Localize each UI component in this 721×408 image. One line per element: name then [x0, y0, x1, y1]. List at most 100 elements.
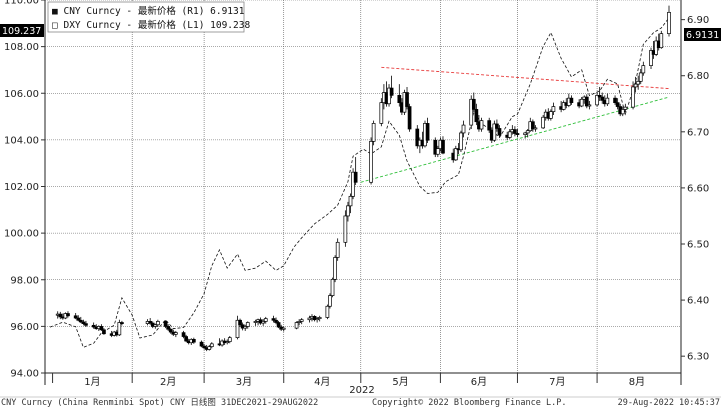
cny-candle: [415, 125, 420, 149]
cny-candle-body: [425, 123, 430, 141]
cny-candle-body: [148, 321, 153, 324]
cny-candle: [91, 322, 96, 329]
cny-candle: [495, 119, 499, 132]
cny-candle: [335, 238, 340, 261]
cny-candle-body: [351, 171, 355, 197]
cny-candle-body: [641, 65, 646, 74]
cny-candle: [294, 321, 299, 330]
cny-candle: [461, 120, 466, 138]
x-month-label: 7月: [549, 376, 565, 388]
cny-candle: [253, 319, 258, 326]
cny-candle: [120, 320, 124, 326]
cny-candle-body: [531, 121, 535, 130]
dxy-line: [49, 17, 670, 348]
cny-candle-body: [584, 96, 589, 107]
cny-candle-body: [353, 171, 358, 183]
y-left-tick-label: 108.00: [4, 42, 39, 53]
cny-candle: [615, 98, 620, 110]
cny-candle-body: [207, 346, 212, 350]
cny-candle: [348, 193, 353, 214]
cny-candle-body: [191, 338, 196, 343]
cny-candle: [497, 125, 502, 138]
cny-candle: [595, 92, 599, 107]
cny-candle: [199, 340, 204, 348]
cny-candle: [492, 120, 497, 142]
cny-candle: [597, 86, 602, 101]
cny-candle: [312, 315, 317, 322]
cny-candle: [225, 339, 230, 345]
cny-candle-body: [117, 322, 122, 336]
legend: ■ CNY Curncy - 最新价格 (R1) 6.9131 □ DXY Cu…: [47, 1, 250, 33]
cny-candle-body: [636, 80, 641, 85]
cny-candle-body: [58, 313, 63, 318]
legend-label-dxy: DXY Curncy - 最新价格 (L1) 109.238: [63, 19, 250, 31]
cny-candle-body: [379, 102, 384, 124]
cny-candle: [531, 119, 535, 132]
cny-candle-body: [346, 205, 350, 217]
cny-candle-body: [638, 72, 643, 82]
y-right-tick-label: 6.90: [687, 15, 709, 26]
cny-candle-body: [495, 123, 499, 129]
cny-candle: [343, 210, 348, 247]
cny-candle-body: [261, 321, 266, 324]
cny-candle-body: [348, 195, 353, 207]
cny-candle: [209, 342, 214, 349]
cny-candle: [261, 319, 266, 326]
cny-candle-body: [471, 98, 476, 110]
last-value-tag-left: 109.237: [0, 24, 44, 37]
cny-candle-body: [281, 327, 286, 330]
cny-candle-body: [492, 123, 497, 141]
cny-candle-body: [333, 257, 337, 280]
cny-candle: [78, 316, 83, 324]
y-axis-right: 6.30 6.40 6.50 6.60 6.70 6.80 6.90: [681, 15, 709, 363]
cny-candle: [631, 81, 635, 110]
cny-candle-body: [312, 315, 317, 321]
cny-candle: [633, 76, 638, 93]
cny-candle: [613, 95, 617, 105]
cny-candle-body: [667, 11, 671, 35]
cny-candle-body: [245, 322, 250, 327]
cny-candle: [579, 97, 584, 108]
cny-candle: [649, 47, 653, 69]
cny-candle-body: [551, 106, 556, 112]
cny-candle: [73, 312, 78, 320]
cny-candle-body: [209, 343, 214, 347]
cny-candle: [191, 337, 196, 344]
cny-candle-body: [461, 124, 466, 134]
cny-candle-body: [315, 318, 319, 321]
cny-candle: [387, 84, 391, 107]
cny-candle-body: [469, 98, 474, 126]
cny-candle: [58, 311, 63, 320]
cny-candle: [620, 106, 625, 117]
cny-candle-body: [99, 326, 104, 331]
cny-candle: [66, 311, 70, 318]
cny-candle: [148, 318, 153, 325]
trendlines: [360, 66, 670, 183]
cny-candle: [369, 137, 373, 185]
cny-candle: [561, 100, 566, 111]
cny-candle: [245, 321, 250, 329]
cny-candle-body: [102, 329, 106, 335]
x-month-label: 1月: [84, 376, 100, 388]
y-left-tick-label: 104.00: [4, 135, 39, 146]
cny-candle: [163, 320, 168, 329]
legend-entry-dxy: □ DXY Curncy - 最新价格 (L1) 109.238: [52, 19, 250, 31]
y-right-tick-label: 6.60: [687, 183, 709, 194]
legend-label-cny: CNY Curncy - 最新价格 (R1) 6.9131: [63, 5, 244, 17]
cny-candle: [389, 75, 394, 99]
cny-candle-body: [631, 86, 635, 108]
cny-candle: [297, 319, 301, 326]
cny-candle: [76, 315, 81, 322]
cny-candle-body: [235, 319, 240, 339]
cny-candle-body: [263, 318, 268, 322]
last-value-tag-right-text: 6.9131: [686, 30, 719, 41]
cny-candle: [479, 117, 484, 132]
gridlines: [45, 0, 681, 374]
cny-candle: [469, 95, 474, 130]
cny-candle-body: [369, 140, 373, 183]
cny-candle-body: [407, 106, 412, 130]
cny-candle-body: [659, 33, 664, 49]
cny-candle: [587, 100, 592, 110]
cny-candle: [636, 75, 641, 90]
cny-candle: [623, 103, 628, 113]
